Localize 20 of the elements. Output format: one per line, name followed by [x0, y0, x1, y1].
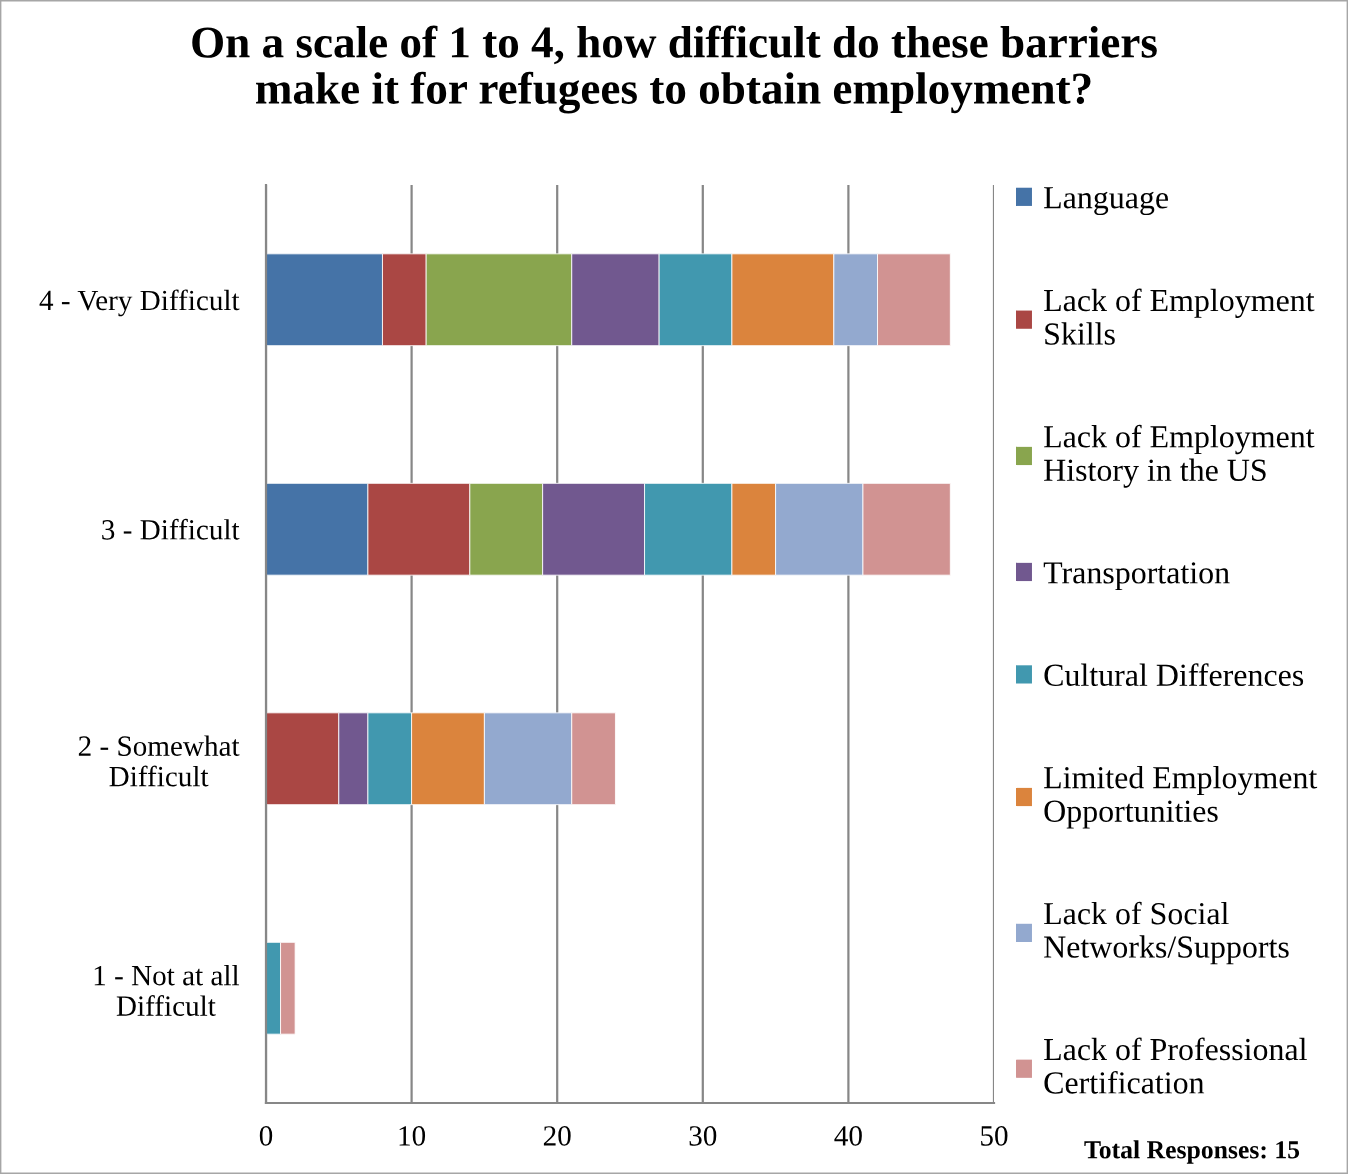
x-tick-label: 10: [399, 1126, 426, 1146]
legend-label: Lack of Employment History in the US: [1044, 424, 1315, 488]
y-tick-label: 4 - Very Difficult: [39, 289, 240, 317]
legend-label: Lack of Employment Skills: [1044, 288, 1315, 345]
y-tick-label: 1 - Not at all Difficult: [94, 964, 240, 1016]
x-tick-label: 30: [689, 1126, 717, 1146]
x-tick-label: 20: [543, 1126, 571, 1146]
x-tick-label: 0: [259, 1126, 273, 1146]
y-tick-label: 2 - Somewhat Difficult: [78, 735, 240, 787]
legend-label: Language: [1044, 187, 1168, 216]
x-tick-label: 40: [834, 1126, 862, 1146]
legend-label: Limited Employment Opportunities: [1044, 766, 1318, 829]
chart-title: On a scale of 1 to 4, how difficult do these barriers make it for refugees to obtain employment?: [192, 25, 1157, 114]
legend-label: Transportation: [1043, 562, 1230, 591]
text: Total Responses: 15: [1084, 1140, 1300, 1164]
x-tick-label: 50: [981, 1126, 1008, 1146]
legend-label: Cultural Differences: [1044, 663, 1304, 687]
legend-label: Lack of Professional Certification: [1044, 1037, 1307, 1094]
y-tick-label: 3 - Difficult: [102, 518, 240, 540]
legend-label: Lack of Social Networks/Supports: [1044, 901, 1289, 965]
